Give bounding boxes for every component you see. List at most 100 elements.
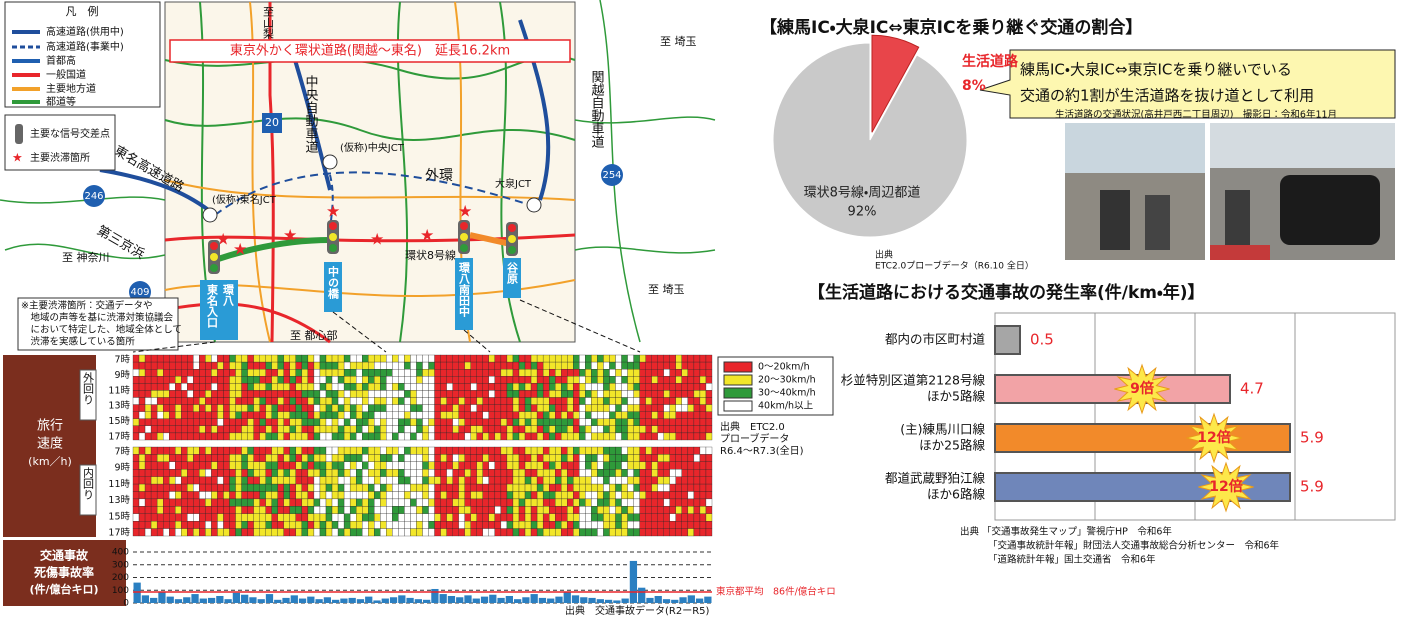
legend-label: 0～20km/h — [758, 362, 810, 373]
heat-cell — [362, 398, 368, 405]
heat-cell — [308, 426, 314, 433]
heatmap: 旅行 速度 (km／h) 外回り 内回り 出典 ETC2.0 プローブデータ R… — [3, 355, 833, 539]
heat-cell — [205, 405, 211, 412]
heat-cell — [585, 506, 591, 513]
heat-cell — [616, 398, 622, 405]
heat-cell — [163, 529, 169, 536]
heat-cell — [616, 499, 622, 506]
heat-cell — [368, 398, 374, 405]
heat-cell — [368, 477, 374, 484]
heat-cell — [242, 405, 248, 412]
heat-cell — [332, 405, 338, 412]
heat-cell — [272, 383, 278, 390]
heat-cell — [205, 362, 211, 369]
heat-cell — [392, 398, 398, 405]
heat-cell — [248, 499, 254, 506]
heat-cell — [531, 462, 537, 469]
heat-cell — [646, 433, 652, 440]
heat-cell — [193, 419, 199, 426]
heat-cell — [459, 398, 465, 405]
heat-cell — [386, 398, 392, 405]
heat-cell — [616, 506, 622, 513]
heat-cell — [175, 477, 181, 484]
heat-cell — [616, 419, 622, 426]
heat-cell — [495, 383, 501, 390]
heatmap-title: 速度 — [37, 436, 63, 452]
heat-cell — [242, 514, 248, 521]
heat-cell — [230, 469, 236, 476]
heat-cell — [242, 355, 248, 362]
heat-cell — [205, 477, 211, 484]
heat-cell — [187, 477, 193, 484]
heat-cell — [676, 426, 682, 433]
heat-cell — [495, 529, 501, 536]
chart-title: 交通事故 — [40, 548, 89, 563]
heat-cell — [435, 529, 441, 536]
heat-cell — [410, 362, 416, 369]
heat-cell — [350, 362, 356, 369]
heat-cell — [501, 506, 507, 513]
heat-cell — [591, 521, 597, 528]
heat-cell — [157, 383, 163, 390]
heat-cell — [266, 514, 272, 521]
heat-cell — [700, 454, 706, 461]
heat-cell — [531, 398, 537, 405]
heat-cell — [175, 390, 181, 397]
heat-cell — [223, 477, 229, 484]
heat-cell — [266, 419, 272, 426]
pie-label: 生活道路 — [962, 53, 1019, 70]
heat-cell — [441, 362, 447, 369]
heat-cell — [603, 383, 609, 390]
heat-cell — [254, 469, 260, 476]
heat-cell — [266, 469, 272, 476]
heat-cell — [410, 492, 416, 499]
heat-cell — [314, 529, 320, 536]
heat-cell — [495, 369, 501, 376]
heat-cell — [579, 405, 585, 412]
heat-cell — [266, 492, 272, 499]
heat-cell — [555, 376, 561, 383]
heat-cell — [139, 433, 145, 440]
heat-cell — [670, 433, 676, 440]
heat-cell — [302, 398, 308, 405]
heat-cell — [453, 412, 459, 419]
heat-cell — [609, 499, 615, 506]
heat-cell — [441, 477, 447, 484]
heat-cell — [199, 462, 205, 469]
heat-cell — [211, 362, 217, 369]
heat-cell — [646, 462, 652, 469]
heat-cell — [278, 362, 284, 369]
heat-cell — [344, 521, 350, 528]
heat-cell — [477, 376, 483, 383]
heat-cell — [706, 454, 712, 461]
heat-cell — [380, 433, 386, 440]
heat-cell — [181, 454, 187, 461]
heat-cell — [332, 383, 338, 390]
heat-cell — [296, 383, 302, 390]
heat-cell — [423, 506, 429, 513]
heat-cell — [133, 433, 139, 440]
heat-cell — [157, 521, 163, 528]
heat-cell — [187, 506, 193, 513]
heat-cell — [199, 412, 205, 419]
heat-cell — [634, 454, 640, 461]
heat-cell — [344, 462, 350, 469]
heat-cell — [308, 362, 314, 369]
heat-cell — [223, 529, 229, 536]
heat-cell — [670, 506, 676, 513]
heat-cell — [368, 447, 374, 454]
heat-cell — [597, 484, 603, 491]
heat-cell — [151, 462, 157, 469]
heat-cell — [145, 419, 151, 426]
heat-cell — [236, 405, 242, 412]
heat-cell — [507, 492, 513, 499]
heat-cell — [573, 426, 579, 433]
heat-cell — [380, 383, 386, 390]
heat-cell — [447, 499, 453, 506]
heat-cell — [217, 369, 223, 376]
heat-cell — [513, 362, 519, 369]
heat-cell — [519, 484, 525, 491]
heat-cell — [272, 477, 278, 484]
heat-cell — [278, 469, 284, 476]
heat-cell — [483, 529, 489, 536]
